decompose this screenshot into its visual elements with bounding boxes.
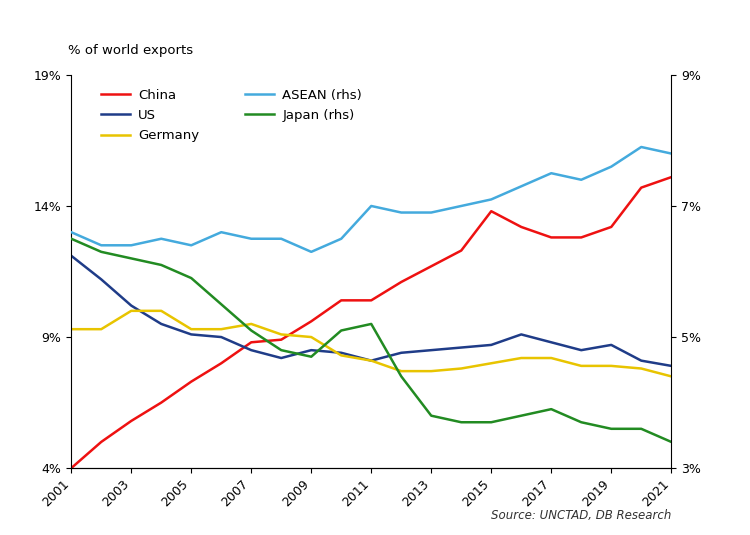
Text: % of world exports: % of world exports xyxy=(68,44,194,57)
Text: Source: UNCTAD, DB Research: Source: UNCTAD, DB Research xyxy=(490,509,671,522)
Legend: China, US, Germany, ASEAN (rhs), Japan (rhs): China, US, Germany, ASEAN (rhs), Japan (… xyxy=(96,83,368,148)
Text: Figure 1: ASEAN increase in world exports: Figure 1: ASEAN increase in world export… xyxy=(10,21,492,41)
